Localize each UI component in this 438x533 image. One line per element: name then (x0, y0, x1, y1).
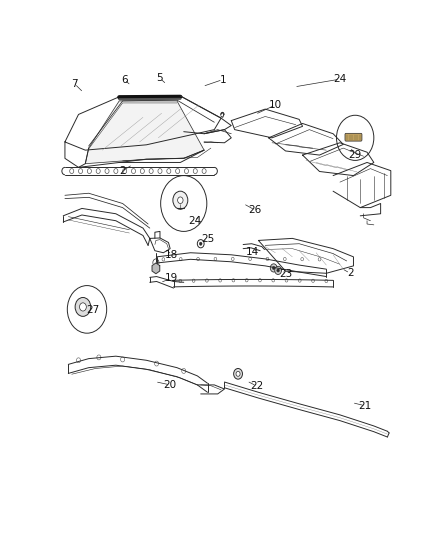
Text: 2: 2 (347, 268, 353, 278)
Text: 1: 1 (219, 75, 226, 85)
Text: 2: 2 (119, 166, 126, 176)
Text: 6: 6 (121, 75, 127, 85)
Circle shape (197, 240, 204, 248)
Text: 5: 5 (157, 74, 163, 83)
Circle shape (178, 197, 183, 204)
Circle shape (270, 264, 277, 272)
Text: 18: 18 (165, 250, 179, 260)
Circle shape (236, 372, 240, 376)
Text: 24: 24 (333, 74, 346, 84)
FancyBboxPatch shape (345, 133, 362, 141)
Circle shape (173, 191, 188, 209)
Circle shape (233, 368, 243, 379)
Text: 7: 7 (71, 79, 78, 88)
Text: 26: 26 (248, 205, 261, 215)
Circle shape (80, 303, 86, 311)
Text: 23: 23 (279, 269, 292, 279)
Text: 21: 21 (359, 401, 372, 411)
Text: 22: 22 (250, 381, 263, 391)
Text: 25: 25 (201, 234, 214, 244)
Polygon shape (85, 101, 204, 164)
Text: 29: 29 (349, 150, 362, 160)
Circle shape (75, 297, 91, 317)
Text: 14: 14 (246, 247, 259, 256)
Text: 19: 19 (165, 273, 179, 283)
Circle shape (277, 269, 279, 272)
Text: 27: 27 (86, 305, 99, 315)
Text: 20: 20 (164, 380, 177, 390)
Circle shape (272, 266, 275, 270)
Circle shape (199, 242, 202, 245)
Text: 10: 10 (269, 100, 282, 110)
Circle shape (275, 266, 282, 274)
Text: 24: 24 (188, 216, 201, 226)
Polygon shape (152, 263, 160, 273)
